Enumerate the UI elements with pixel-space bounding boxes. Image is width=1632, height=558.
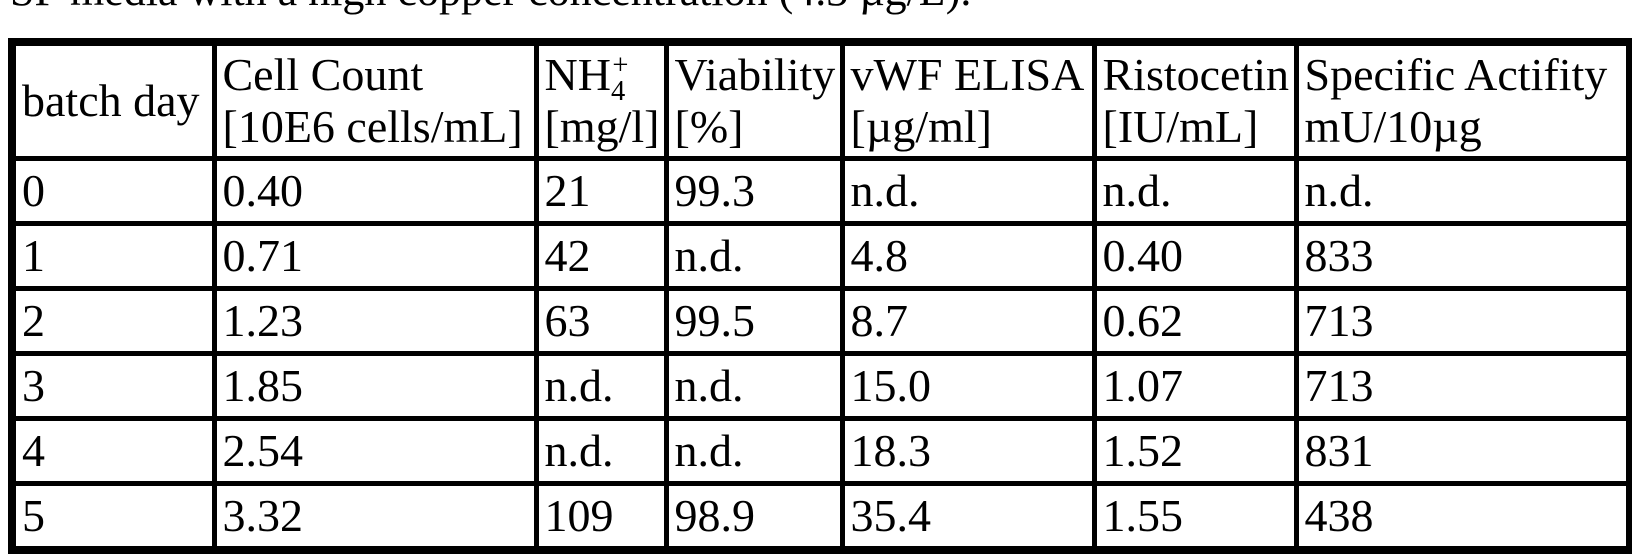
table-cell: 2.54 [211,416,539,486]
table-cell: 0 [9,156,217,226]
table-cell: 18.3 [839,416,1097,486]
header-label: Ristocetin [1102,49,1290,101]
table-cell: 0.40 [1091,221,1299,291]
table-row-day-4: 4 2.54 n.d. n.d. 18.3 1.52 831 [9,416,1632,486]
table-cell: n.d. [533,416,669,486]
table-cell: 35.4 [839,481,1097,553]
table-cell: 0.62 [1091,286,1299,356]
header-label: Viability [674,49,836,101]
table-cell: 4 [9,416,217,486]
table-cell: n.d. [1293,156,1632,226]
header-unit: mU/10µg [1304,101,1482,152]
column-header-cell-count: Cell Count [10E6 cells/mL] [211,39,539,161]
table-cell: 831 [1293,416,1632,486]
table-cell: n.d. [839,156,1097,226]
column-header-specific-activity: Specific Actifity mU/10µg [1293,39,1632,161]
table-cell: n.d. [663,416,845,486]
table-cell: n.d. [663,351,845,421]
column-header-batch-day: batch day [9,39,217,161]
batch-culture-table: batch day Cell Count [10E6 cells/mL] NH4… [8,38,1632,554]
header-unit: [mg/l] [544,101,660,152]
table-row-day-2: 2 1.23 63 99.5 8.7 0.62 713 [9,286,1632,356]
column-header-viability: Viability [%] [663,39,845,161]
table-cell: n.d. [533,351,669,421]
table-cell: 3 [9,351,217,421]
table-cell: 713 [1293,351,1632,421]
column-header-ristocetin: Ristocetin [IU/mL] [1091,39,1299,161]
table-body: 0 0.40 21 99.3 n.d. n.d. n.d. 1 0.71 42 … [9,156,1632,553]
table-cell: 0.40 [211,156,539,226]
header-unit: [IU/mL] [1102,101,1259,152]
table-cell: 1 [9,221,217,291]
table-cell: 21 [533,156,669,226]
table-cell: 15.0 [839,351,1097,421]
header-unit: [10E6 cells/mL] [222,101,523,152]
table-cell: 109 [533,481,669,553]
table-row-day-5: 5 3.32 109 98.9 35.4 1.55 438 [9,481,1632,553]
table-cell: 1.52 [1091,416,1299,486]
header-label: NH4+ [544,49,662,106]
table-cell: 1.23 [211,286,539,356]
table-cell: 438 [1293,481,1632,553]
header-label: batch day [22,75,200,127]
nh4-base: NH [544,49,611,101]
table-cell: 98.9 [663,481,845,553]
header-label: Specific Actifity [1304,49,1608,101]
column-header-nh4: NH4+ [mg/l] [533,39,669,161]
table-cell: 8.7 [839,286,1097,356]
header-unit: [µg/ml] [850,101,992,152]
header-unit: [%] [674,101,744,152]
table-cell: n.d. [1091,156,1299,226]
column-header-vwf-elisa: vWF ELISA [µg/ml] [839,39,1097,161]
table-cell: n.d. [663,221,845,291]
table-cell: 1.55 [1091,481,1299,553]
table-cell: 4.8 [839,221,1097,291]
table-cell: 99.5 [663,286,845,356]
table-cell: 3.32 [211,481,539,553]
table-cell: 2 [9,286,217,356]
table-cell: 63 [533,286,669,356]
table-row-day-0: 0 0.40 21 99.3 n.d. n.d. n.d. [9,156,1632,226]
table-cell: 1.85 [211,351,539,421]
header-row: batch day Cell Count [10E6 cells/mL] NH4… [9,39,1632,161]
table-cell: 42 [533,221,669,291]
table-cell: 833 [1293,221,1632,291]
table-header: batch day Cell Count [10E6 cells/mL] NH4… [9,39,1632,161]
nh4-superscript: + [612,50,629,82]
table-row-day-3: 3 1.85 n.d. n.d. 15.0 1.07 713 [9,351,1632,421]
header-label: vWF ELISA [850,49,1085,101]
caption-clipped: SF media with a high copper concentratio… [10,0,971,15]
table-cell: 1.07 [1091,351,1299,421]
table-row-day-1: 1 0.71 42 n.d. 4.8 0.40 833 [9,221,1632,291]
table-cell: 713 [1293,286,1632,356]
header-label: Cell Count [222,49,424,101]
nh4-subscript: 4 [610,76,626,108]
table-cell: 99.3 [663,156,845,226]
table-cell: 5 [9,481,217,553]
table-cell: 0.71 [211,221,539,291]
